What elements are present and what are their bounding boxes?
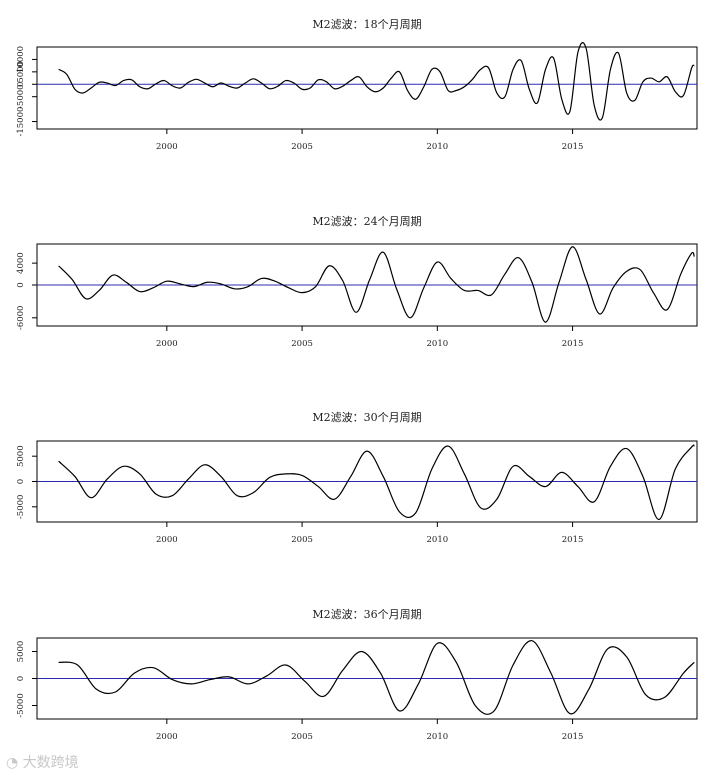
x-tick-label: 2005 bbox=[291, 339, 313, 349]
x-tick-label: 2000 bbox=[156, 535, 178, 545]
chart-panel-4: M2滤波：36个月周期 2000 2005 2010 2015 5000 0 -5000 bbox=[16, 608, 698, 742]
y-tick-label: 0 bbox=[16, 282, 26, 287]
y-tick-label: -5000 bbox=[16, 693, 26, 718]
x-tick-label: 2005 bbox=[291, 535, 313, 545]
x-tick-label: 2000 bbox=[156, 142, 178, 152]
chart-panel-2: M2滤波：24个月周期 2000 2005 2010 2015 4000 0 -6000 bbox=[16, 215, 698, 349]
x-tick-label: 2010 bbox=[427, 339, 449, 349]
y-tick-label: 0 bbox=[16, 82, 26, 87]
chart-title: M2滤波：30个月周期 bbox=[312, 411, 421, 424]
x-tick-label: 2010 bbox=[427, 535, 449, 545]
filtered-series-line bbox=[58, 444, 695, 521]
y-tick-label: 10000 bbox=[16, 46, 26, 73]
watermark-text: 大数跨境 bbox=[22, 755, 79, 771]
y-tick-label: -6000 bbox=[16, 306, 26, 331]
x-tick-label: 2015 bbox=[562, 142, 584, 152]
chart-title: M2滤波：18个月周期 bbox=[312, 18, 421, 31]
chart-title: M2滤波：36个月周期 bbox=[312, 608, 421, 621]
y-tick-label: -15000 bbox=[16, 107, 26, 137]
chart-panel-3: M2滤波：30个月周期 2000 2005 2010 2015 5000 0 -5000 bbox=[16, 411, 698, 545]
y-tick-label: 4000 bbox=[16, 252, 26, 274]
x-tick-label: 2010 bbox=[427, 142, 449, 152]
x-tick-label: 2000 bbox=[156, 732, 178, 742]
x-tick-label: 2005 bbox=[291, 142, 313, 152]
chart-title: M2滤波：24个月周期 bbox=[312, 215, 421, 228]
y-tick-label: -5000 bbox=[16, 495, 26, 520]
filtered-series-line bbox=[58, 640, 695, 715]
x-tick-label: 2000 bbox=[156, 339, 178, 349]
y-tick-label: 0 bbox=[16, 479, 26, 484]
x-tick-label: 2005 bbox=[291, 732, 313, 742]
filtered-series-line bbox=[58, 42, 695, 121]
watermark-logo: ◔ 大数跨境 bbox=[6, 752, 79, 772]
x-tick-label: 2010 bbox=[427, 732, 449, 742]
y-tick-label: 0 bbox=[16, 676, 26, 681]
y-tick-label: 5000 bbox=[16, 61, 26, 83]
y-tick-label: 5000 bbox=[16, 641, 26, 663]
filtered-series-line bbox=[58, 246, 695, 323]
chart-panel-1: M2滤波：18个月周期 2000 2005 2010 2015 1000050000-50… bbox=[16, 18, 698, 152]
x-tick-label: 2015 bbox=[562, 339, 584, 349]
watermark-icon: ◔ bbox=[6, 755, 19, 771]
plot-frame bbox=[36, 46, 698, 130]
x-tick-label: 2015 bbox=[562, 732, 584, 742]
x-tick-label: 2015 bbox=[562, 535, 584, 545]
y-tick-label: -5000 bbox=[16, 84, 26, 109]
y-tick-label: 5000 bbox=[16, 445, 26, 467]
